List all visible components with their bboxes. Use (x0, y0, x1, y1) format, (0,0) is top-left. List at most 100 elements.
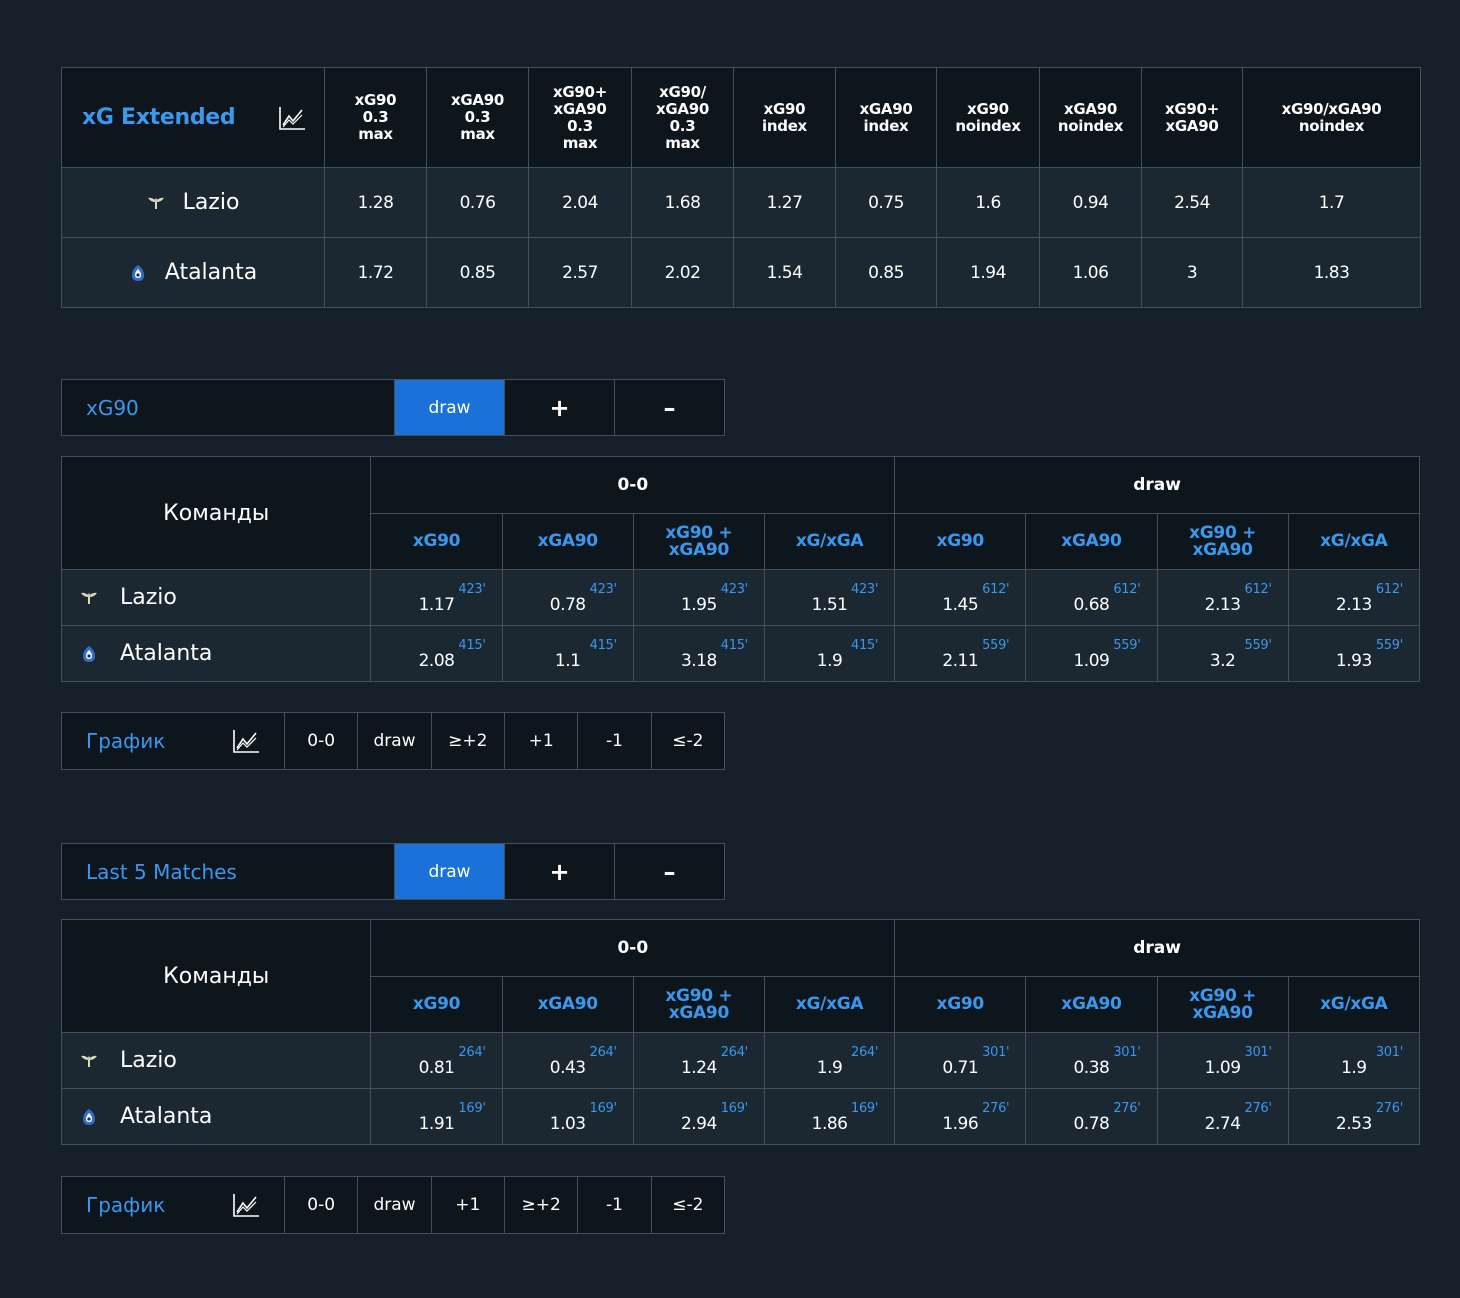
stat-cell-inner: 1.96 276' (895, 1090, 1025, 1144)
stat-cell-inner: 0.78 423' (503, 571, 633, 625)
stat-cell: 3.18 415' (632, 625, 765, 682)
header-line: index (863, 116, 909, 135)
stat-value: 1.93 (1335, 650, 1372, 671)
graph-label-cell[interactable]: График (62, 713, 285, 769)
metric-header[interactable]: xG/xGA (1287, 976, 1421, 1033)
header-line: noindex (1298, 116, 1365, 135)
header-line: max (562, 133, 598, 152)
graph-scenario-button[interactable]: -1 (578, 713, 652, 769)
extended-column-header: xG90/xGA90 noindex (1242, 67, 1421, 168)
metric-header[interactable]: xG90 (370, 976, 503, 1033)
metric-header[interactable]: xG90 + xGA90 (632, 976, 765, 1033)
graph-scenario-button[interactable]: 0-0 (285, 713, 359, 769)
extended-column-header: xG90+ xGA90 (1141, 67, 1243, 168)
stat-value: 0.75 (835, 167, 937, 238)
header-line: xG90 (354, 91, 397, 109)
commands-header: Команды (60, 456, 372, 570)
stat-cell: 1.9 301' (1287, 1032, 1421, 1089)
stat-cell-inner: 1.09 559' (1026, 627, 1156, 681)
minutes-played: 612' (1375, 581, 1403, 597)
minus-filter-button[interactable]: – (663, 393, 676, 422)
plus-filter-button[interactable]: + (505, 380, 615, 435)
graph-scenario-button[interactable]: +1 (505, 713, 579, 769)
minutes-played: 264' (720, 1044, 748, 1060)
extended-column-header: xG90 index (733, 67, 836, 168)
stat-cell-inner: 2.11 559' (895, 627, 1025, 681)
stat-cell-inner: 1.24 264' (634, 1034, 764, 1088)
last5-filter-bar: Last 5 Matches draw + – (61, 843, 725, 900)
stat-cell: 2.74 276' (1156, 1088, 1289, 1145)
stat-cell-inner: 0.38 301' (1026, 1034, 1156, 1088)
metric-header[interactable]: xGA90 (1025, 513, 1158, 570)
table-row: Lazio 1.28 0.76 2.04 1.68 1.27 0.75 1.6 0.94 2.54… (61, 167, 1421, 238)
graph-scenario-button[interactable]: ≥+2 (505, 1177, 579, 1233)
header-line: xG90 + (1189, 522, 1257, 543)
graph-scenario-button[interactable]: draw (358, 1177, 432, 1233)
header-line: xG90 + (1189, 985, 1257, 1006)
header-line: noindex (955, 116, 1021, 135)
header-line: xGA90 (668, 539, 730, 560)
chart-icon[interactable] (278, 105, 306, 131)
xg-extended-title: xG Extended (82, 105, 236, 130)
minutes-played: 559' (1113, 637, 1141, 653)
minutes-played: 423' (458, 581, 486, 597)
graph-scenario-button[interactable]: ≤-2 (672, 731, 704, 751)
metric-header[interactable]: xG90 + xGA90 (1156, 976, 1289, 1033)
team-cell-inner: Lazio (62, 190, 324, 215)
graph-scenario-button[interactable]: ≤-2 (672, 1195, 704, 1215)
minus-filter-button[interactable]: – (663, 857, 676, 886)
header-line: 0.3 (464, 108, 491, 126)
graph-label-cell[interactable]: График (62, 1177, 285, 1233)
header-line: xG90 (412, 994, 461, 1014)
graph-scenario-button[interactable]: 0-0 (285, 1177, 359, 1233)
metric-header[interactable]: xG90 + xGA90 (632, 513, 765, 570)
draw-filter-button[interactable]: draw (395, 380, 505, 435)
minutes-played: 169' (850, 1100, 879, 1116)
minutes-played: 276' (982, 1100, 1010, 1116)
xg90-filter-label: xG90 (62, 380, 395, 435)
stat-value: 3 (1141, 237, 1243, 308)
metric-header[interactable]: xGA90 (501, 976, 634, 1033)
stat-value: 2.13 (1335, 594, 1372, 615)
stat-cell: 1.09 301' (1156, 1032, 1289, 1089)
header-line: max (665, 133, 700, 152)
header-line: xGA90 (1061, 531, 1122, 551)
metric-header[interactable]: xG90 (370, 513, 503, 570)
header-line: xG90 + (665, 522, 733, 543)
metric-header[interactable]: xG90 (894, 976, 1027, 1033)
graph-scenario-button[interactable]: +1 (432, 1177, 505, 1233)
stat-value: 0.85 (835, 237, 937, 308)
metric-header[interactable]: xGA90 (1025, 976, 1158, 1033)
lazio-eagle-icon (81, 592, 97, 604)
metric-header[interactable]: xG/xGA (763, 976, 896, 1033)
metric-header[interactable]: xG/xGA (763, 513, 896, 570)
metric-header[interactable]: xG/xGA (1287, 513, 1421, 570)
header-line: index (762, 116, 807, 135)
draw-filter-button[interactable]: draw (395, 844, 505, 899)
stat-value: 1.28 (324, 167, 427, 238)
minutes-played: 559' (1244, 637, 1272, 653)
graph-scenario-button[interactable]: -1 (578, 1177, 652, 1233)
plus-filter-button[interactable]: + (505, 844, 615, 899)
header-line: xG90 + (665, 985, 733, 1006)
header-line: xGA90 (1165, 116, 1219, 135)
stat-value: 0.43 (549, 1057, 586, 1078)
stat-cell: 1.95 423' (632, 569, 765, 626)
extended-column-header: xG90/xGA90 0.3 max (631, 67, 734, 168)
header-line: xG90 (936, 531, 985, 551)
stat-value: 2.74 (1204, 1113, 1241, 1134)
stat-cell-inner: 1.17 423' (371, 571, 501, 625)
metric-header[interactable]: xG90 + xGA90 (1156, 513, 1289, 570)
stat-value: 1.24 (680, 1057, 717, 1078)
metric-header[interactable]: xGA90 (501, 513, 634, 570)
stat-cell: 0.81 264' (370, 1032, 503, 1089)
extended-column-header: xG90+ xGA90 0.3 max (528, 67, 632, 168)
team-cell-inner: Atalanta (80, 1104, 370, 1129)
chart-icon[interactable] (232, 728, 260, 754)
metric-header[interactable]: xG90 (894, 513, 1027, 570)
stat-cell: 1.24 264' (632, 1032, 765, 1089)
stat-value: 1.09 (1204, 1057, 1241, 1078)
graph-scenario-button[interactable]: draw (358, 713, 432, 769)
graph-scenario-button[interactable]: ≥+2 (432, 713, 505, 769)
chart-icon[interactable] (232, 1192, 260, 1218)
